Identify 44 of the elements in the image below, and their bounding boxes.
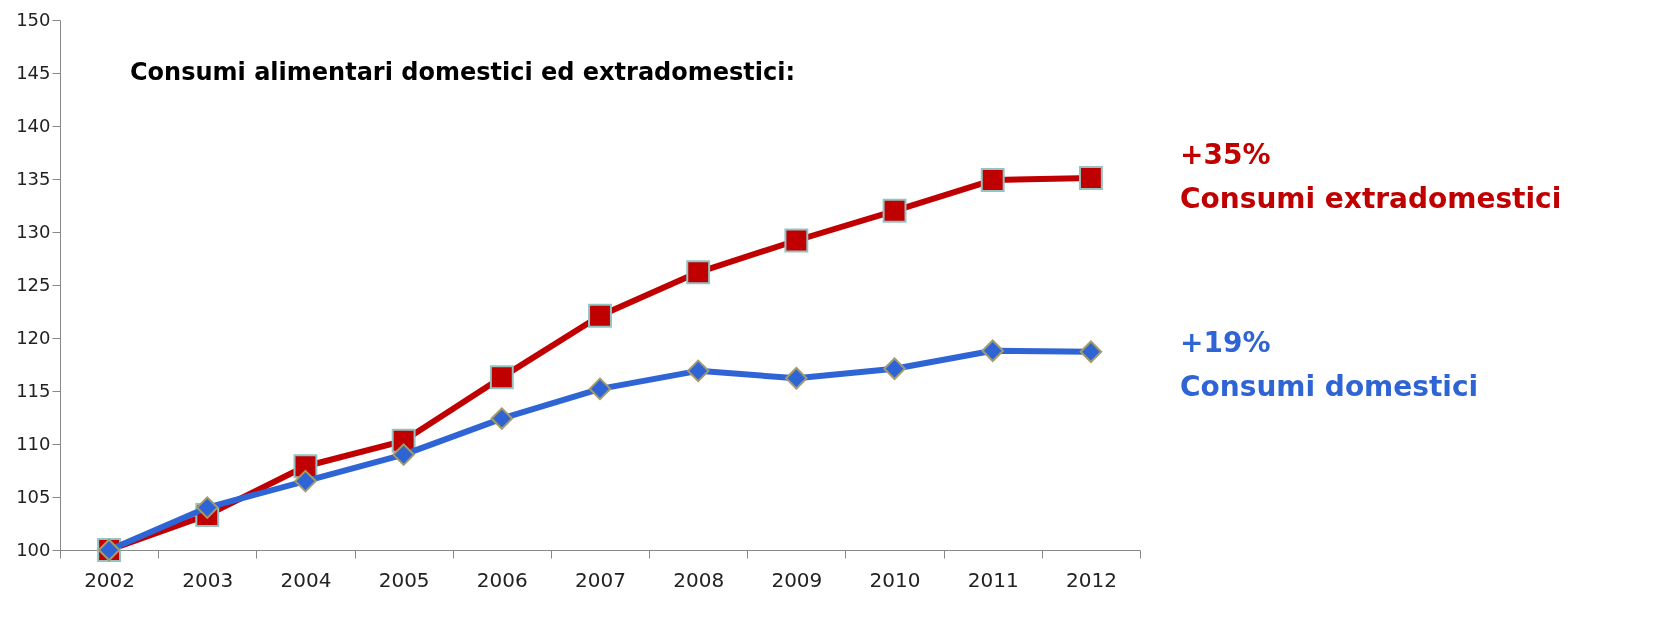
x-tick-label: 2005 [378,567,430,592]
point [1078,165,1103,190]
x-tick-label: 2012 [1065,567,1117,592]
point [784,228,809,253]
point [981,339,1004,362]
x-tick-label: 2010 [869,567,921,592]
text: +35% [1180,137,1271,171]
y-tick-label: 140 [16,114,51,136]
point [196,496,219,519]
point [294,469,317,493]
point [588,377,612,401]
x-tick-label: 2006 [476,567,528,592]
text: Consumi domestici [1180,369,1479,403]
text: Consumi extradomestici [1180,181,1562,215]
y-tick-label: 150 [16,8,51,30]
point [392,443,415,466]
point [489,365,514,390]
y-tick-label: 100 [16,538,51,560]
point [882,198,907,223]
x-tick-label: 2004 [280,567,332,592]
point [1079,340,1103,364]
y-tick-label: 115 [16,379,51,401]
y-tick-label: 110 [16,432,51,454]
y-tick-label: 135 [16,167,51,189]
x-tick-label: 2009 [771,567,823,592]
x-tick-label: 2008 [673,567,725,592]
x-tick-label: 2002 [84,567,136,592]
point [883,357,906,380]
text: +19% [1180,325,1271,359]
x-tick-label: 2003 [182,567,234,592]
point [785,367,808,390]
point [588,303,612,328]
point [686,359,710,383]
y-tick-label: 130 [16,220,51,242]
point [686,260,711,285]
point [490,407,514,430]
x-tick-label: 2011 [967,567,1019,592]
y-tick-label: 125 [16,273,51,295]
text: Consumi alimentari domestici ed extradomestici: [130,58,796,86]
point [980,168,1005,193]
y-tick-label: 145 [16,61,51,83]
y-tick-label: 120 [16,326,51,348]
y-tick-label: 105 [16,485,51,507]
x-tick-label: 2007 [575,567,626,592]
